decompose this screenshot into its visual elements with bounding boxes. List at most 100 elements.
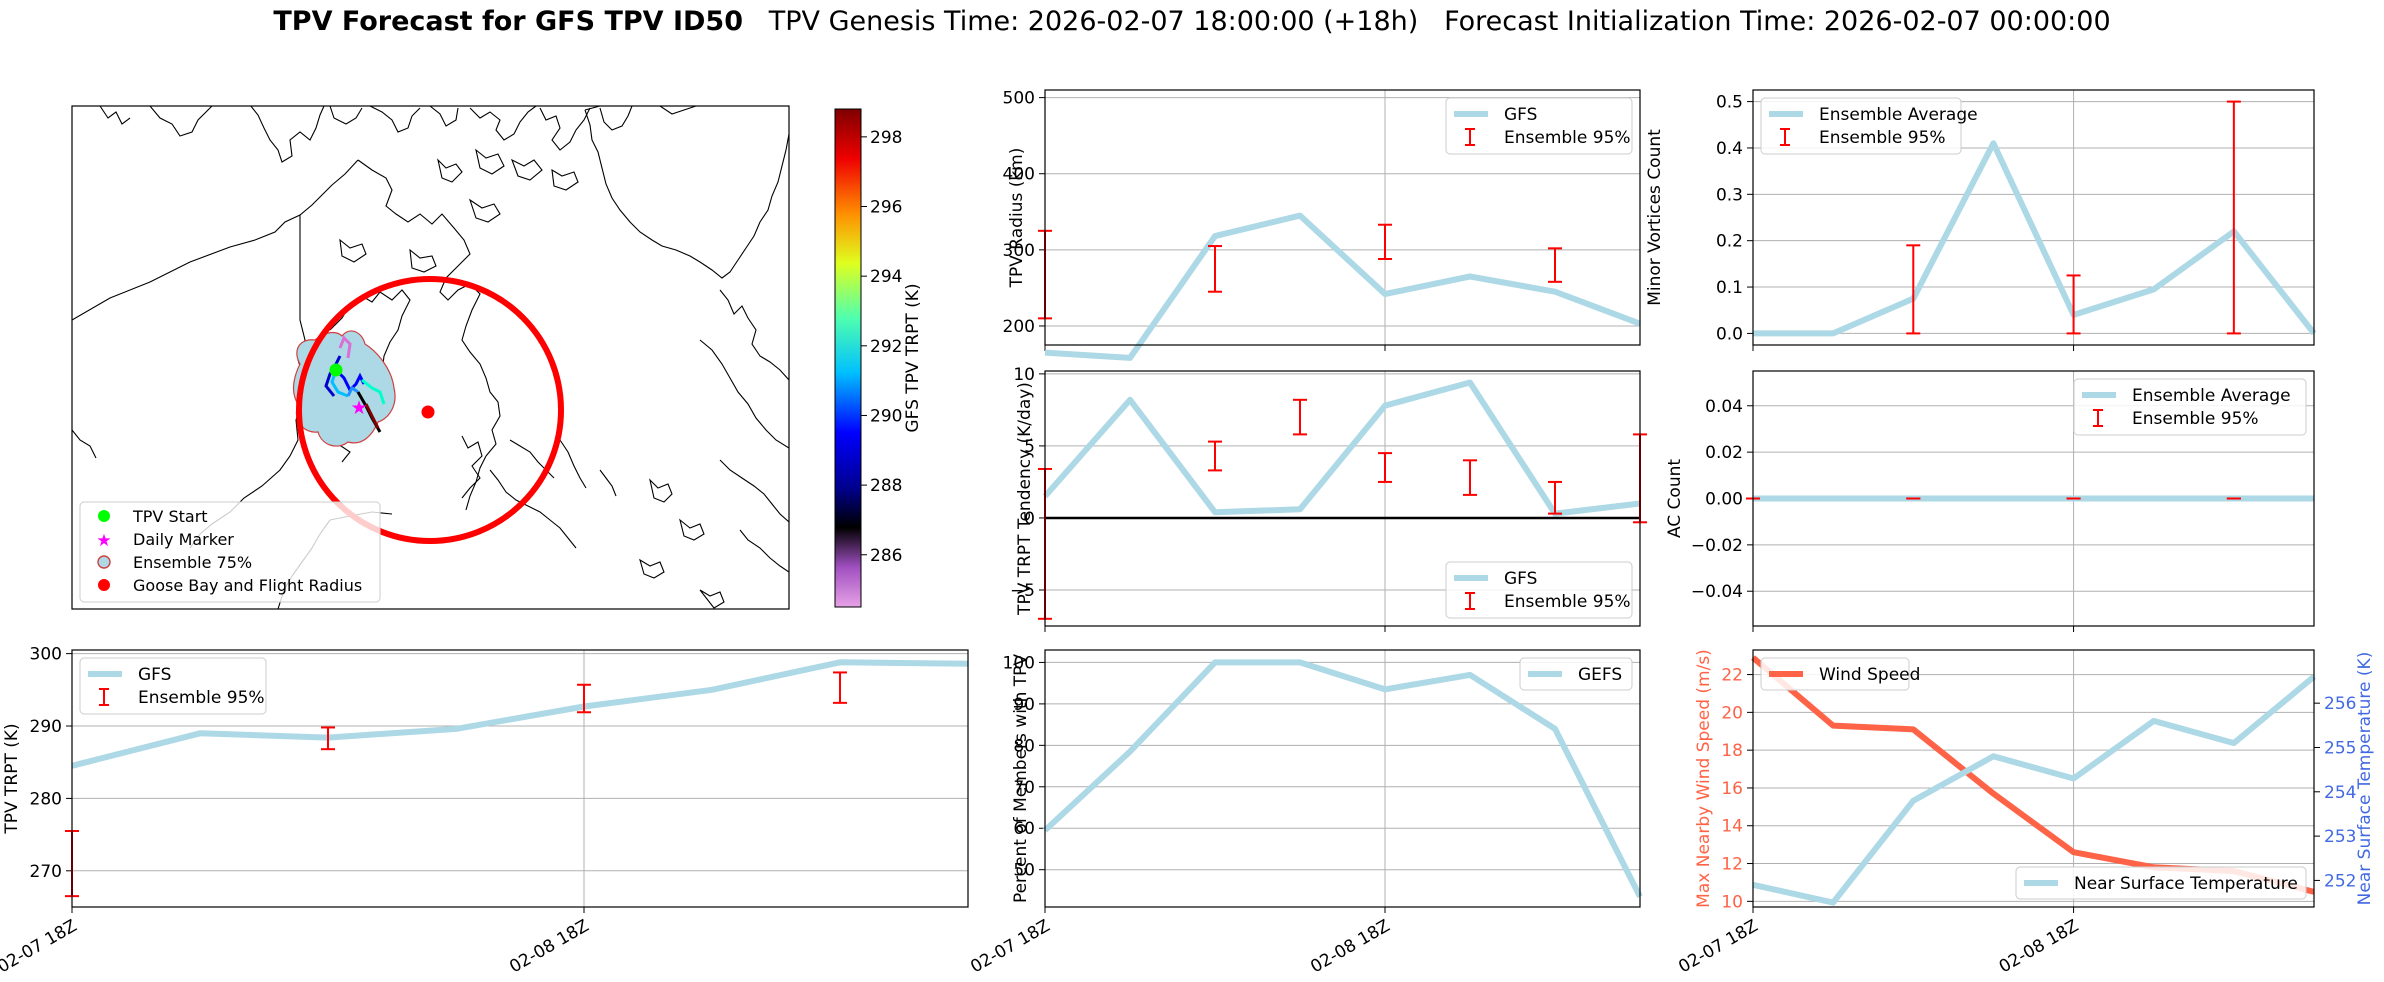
colorbar-tick-label: 292 xyxy=(870,337,902,357)
colorbar-tick-label: 290 xyxy=(870,406,902,426)
legend-label: Ensemble Average xyxy=(2132,386,2291,406)
y-right-axis-label: Near Surface Temperature (K) xyxy=(2355,652,2375,906)
genesis-time: TPV Genesis Time: 2026-02-07 18:00:00 (+… xyxy=(768,6,1419,37)
y-tick-label: 70 xyxy=(1013,778,1035,798)
error-bar xyxy=(1378,452,1392,483)
legend: GEFS xyxy=(1519,657,1633,691)
axes-frame xyxy=(1752,370,2315,627)
chart-ac: −0.04 −0.02 0.00 0.02 0.04 AC Count Ensemble A… xyxy=(1665,370,2315,632)
y-axis-label: Minor Vortices Count xyxy=(1645,129,1665,306)
legend-box xyxy=(1445,561,1633,619)
flight-radius-circle xyxy=(296,276,564,544)
legend-errorbar-icon xyxy=(1465,592,1475,610)
y-tick-label: 18 xyxy=(1721,741,1743,761)
goose-bay-marker xyxy=(421,405,435,419)
y-tick-label: 5 xyxy=(1024,437,1035,457)
y-tick-label: 0.00 xyxy=(1705,490,1743,510)
colorbar-tick-label: 288 xyxy=(870,476,902,496)
legend-daily-marker-icon: ★ xyxy=(96,531,111,551)
series-line-gfs xyxy=(71,659,969,769)
y-tick-label: 100 xyxy=(1003,653,1035,673)
x-tick-label: 02-08 18Z xyxy=(506,916,592,977)
error-bar xyxy=(1293,398,1307,436)
legend-label: GFS xyxy=(1504,105,1537,125)
legend: GFS Ensemble 95% xyxy=(1445,561,1633,619)
axes-frame xyxy=(1752,649,2315,908)
y-axis-label: TPV TRPT Tendency (K/day) xyxy=(1015,382,1035,616)
colorbar-ticks: 286 288 290 292 294 296 298 xyxy=(861,128,902,566)
figure-title: TPV Forecast for GFS TPV ID50 TPV Genesi… xyxy=(0,6,2384,37)
y-right-tick-label: 256 xyxy=(2324,694,2356,714)
y-tick-label: −0.04 xyxy=(1691,582,1743,602)
y-right-tick-label: 253 xyxy=(2324,827,2356,847)
plot-area xyxy=(1753,650,2314,907)
y-tick-label: 300 xyxy=(1003,241,1035,261)
y-tick-label: 0.04 xyxy=(1705,397,1743,417)
y-axis-label: AC Count xyxy=(1665,459,1685,538)
y-tick-label: 280 xyxy=(30,789,62,809)
colorbar-tick-label: 296 xyxy=(870,198,902,218)
legend: GFS Ensemble 95% xyxy=(79,657,267,715)
axes-frame xyxy=(1752,89,2315,346)
tpv-start-marker xyxy=(329,363,343,377)
y-tick-label: 0.4 xyxy=(1716,139,1743,159)
error-bar xyxy=(577,683,591,714)
y-tick-label: 50 xyxy=(1013,861,1035,881)
axes-frame xyxy=(1044,370,1641,627)
legend-label: Ensemble 95% xyxy=(1819,128,1946,148)
legend-label: Wind Speed xyxy=(1819,665,1920,685)
coastlines xyxy=(72,106,789,609)
legend-goose-bay-label: Goose Bay and Flight Radius xyxy=(133,576,362,595)
y-tick-label: 500 xyxy=(1003,89,1035,109)
legend-label: GEFS xyxy=(1578,665,1622,685)
y-tick-label: 90 xyxy=(1013,695,1035,715)
y-tick-label: 200 xyxy=(1003,317,1035,337)
series-line-gefs xyxy=(1042,659,1643,898)
legend-box xyxy=(2015,866,2307,900)
y-tick-label: 14 xyxy=(1721,817,1743,837)
legend-errorbar-icon xyxy=(2093,409,2103,427)
legend-ensemble-75-icon xyxy=(97,555,111,569)
map-panel: ★ TPV Start ★ Daily Marker Ensemble 75% … xyxy=(71,105,923,610)
error-bar xyxy=(1208,440,1222,472)
colorbar-tick-label: 298 xyxy=(870,128,902,148)
x-tick-label: 02-08 18Z xyxy=(1996,916,2082,977)
series-line-gfs xyxy=(1042,379,1641,517)
y-right-tick-label: 254 xyxy=(2324,783,2356,803)
y-tick-label: 0 xyxy=(1024,509,1035,529)
legend-label: Ensemble 95% xyxy=(138,688,265,708)
y-tick-label: 290 xyxy=(30,717,62,737)
legend-tpv-start-label: TPV Start xyxy=(132,507,208,526)
y-axis-label: Max Nearby Wind Speed (m/s) xyxy=(1694,649,1714,908)
title-bold: TPV Forecast for GFS TPV ID50 xyxy=(273,6,743,37)
colorbar-tick-label: 286 xyxy=(870,546,902,566)
y-axis-label: TPV Radius (km) xyxy=(1007,148,1027,289)
error-bar xyxy=(1463,459,1477,496)
y-tick-label: 60 xyxy=(1013,819,1035,839)
legend: Near Surface Temperature xyxy=(2015,866,2307,900)
y-tick-label: 10 xyxy=(1721,892,1743,912)
error-bar xyxy=(1208,245,1222,293)
y-right-tick-label: 255 xyxy=(2324,738,2356,758)
legend-errorbar-icon xyxy=(99,688,109,706)
chart-trpt: 270 280 290 300 TPV TRPT (K) 02-07 18Z 02-08 1… xyxy=(0,645,969,977)
legend-label: GFS xyxy=(138,665,171,685)
legend-box xyxy=(1760,657,1910,691)
y-tick-label: 0.02 xyxy=(1705,443,1743,463)
legend-errorbar-icon xyxy=(1780,128,1790,146)
y-tick-label: −5 xyxy=(1010,581,1035,601)
axes-frame xyxy=(1044,649,1641,908)
error-bar xyxy=(833,671,847,704)
error-bar xyxy=(1378,223,1392,260)
legend-label: Near Surface Temperature xyxy=(2074,874,2298,894)
y-tick-label: 10 xyxy=(1013,365,1035,385)
y-tick-label: 20 xyxy=(1721,703,1743,723)
error-bar xyxy=(2066,274,2081,335)
y-tick-label: 0.1 xyxy=(1716,278,1743,298)
y-tick-label: 0.5 xyxy=(1716,93,1743,113)
daily-marker: ★ xyxy=(350,397,367,419)
legend-errorbar-icon xyxy=(1465,128,1475,146)
y-tick-label: 0.3 xyxy=(1716,185,1743,205)
error-bar xyxy=(321,726,335,751)
